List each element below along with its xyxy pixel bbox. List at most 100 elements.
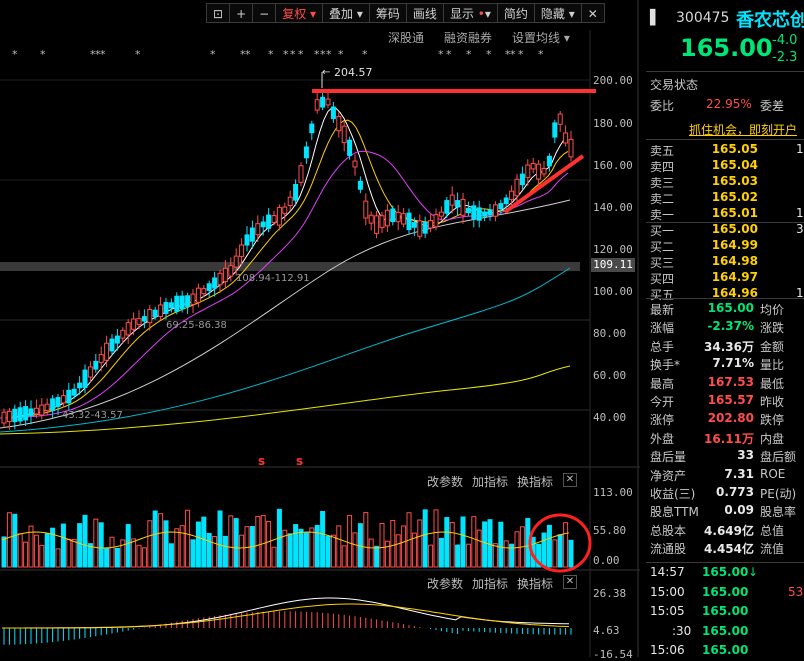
volume-bar: [460, 516, 466, 568]
trade-status-label: 交易状态: [650, 78, 699, 92]
event-markers: * * * * * * * * * * * * * * * * * * * * * * * * * *: [12, 48, 544, 61]
stat-value: 7.31: [724, 466, 754, 481]
candle-body: [109, 338, 115, 352]
edit-params-button[interactable]: 改参数: [427, 475, 464, 489]
event-star: *: [362, 48, 368, 61]
orderbook-row[interactable]: 卖五 165.05 1: [650, 142, 804, 159]
candlesticks: [1, 91, 574, 430]
overlay-dropdown[interactable]: 叠加 ▾: [322, 3, 370, 23]
margin-trading-link[interactable]: 融资融券: [444, 31, 493, 45]
candle-body: [1, 411, 7, 424]
stat-label: 今开: [650, 395, 675, 409]
orderbook-row[interactable]: 买一 165.00 3: [650, 222, 804, 239]
y-tick: 180.00: [593, 117, 633, 130]
kline-chart[interactable]: * * * * * * * * * * * * * * * * * * * * * * * * * * ← s s: [0, 0, 640, 657]
orderbook-row[interactable]: 买四 164.97: [650, 270, 758, 287]
restore-rights-label: 复权: [282, 7, 307, 21]
close-icon[interactable]: ✕: [580, 3, 605, 23]
hk-connect-link[interactable]: 深股通: [388, 31, 425, 45]
orderbook-row[interactable]: 卖二 165.02: [650, 190, 758, 207]
volume-bar: [465, 543, 471, 568]
candle-body: [152, 309, 158, 318]
display-dropdown[interactable]: 显示 •▾: [442, 3, 498, 23]
volume-bar: [471, 516, 477, 568]
orderbook-row[interactable]: 买三 164.98: [650, 254, 758, 271]
candle-body: [449, 194, 455, 206]
event-star: *: [338, 48, 344, 61]
volume-bar: [212, 536, 218, 568]
y-tick: 100.00: [593, 285, 633, 298]
edit-params-button[interactable]: 改参数: [427, 577, 464, 591]
open-account-link[interactable]: 抓住机会，即刻开户: [689, 123, 798, 137]
y-tick: 160.00: [593, 159, 633, 172]
volume-bar: [98, 522, 104, 568]
tick-time: 15:05: [650, 604, 685, 618]
stat-value: 165.00: [707, 301, 754, 315]
candle-body: [482, 211, 488, 217]
tick-price: 165.00: [702, 623, 749, 638]
stat-label-right: 股息率: [760, 505, 797, 520]
event-star: *: [12, 48, 18, 61]
candle-body: [12, 408, 18, 423]
volume-bar: [374, 545, 380, 568]
ma60-line: [0, 199, 571, 429]
candle-body: [98, 354, 104, 363]
volume-bar: [498, 521, 504, 568]
chips-button[interactable]: 筹码: [368, 3, 407, 23]
stock-name: 香农芯创: [736, 10, 804, 31]
orderbook-row[interactable]: 卖一 165.01 1: [650, 206, 804, 223]
event-star: *: [518, 48, 524, 61]
candle-body: [276, 207, 282, 226]
draw-line-button[interactable]: 画线: [405, 3, 444, 23]
volume-bar: [541, 532, 547, 568]
orderbook-level: 买三: [650, 256, 675, 270]
volume-bar: [563, 522, 569, 568]
simple-button[interactable]: 简约: [496, 3, 535, 23]
event-star: *: [314, 48, 320, 61]
hide-dropdown[interactable]: 隐藏 ▾: [533, 3, 582, 23]
stat-label-right: 内盘: [760, 431, 785, 446]
event-star: *: [466, 48, 472, 61]
event-star: *: [40, 48, 46, 61]
event-star: *: [210, 48, 216, 61]
volume-bar: [12, 513, 18, 568]
event-star: *: [290, 48, 296, 61]
y-tick: 200.00: [593, 74, 633, 87]
volume-bar: [428, 544, 434, 568]
crosshair-band: [0, 262, 580, 271]
candle-body: [93, 360, 99, 370]
volume-bar: [190, 539, 196, 568]
close-panel-icon[interactable]: ✕: [563, 575, 577, 589]
change-indicator-button[interactable]: 换指标: [517, 577, 554, 591]
add-indicator-button[interactable]: 加指标: [472, 577, 509, 591]
candle-body: [347, 139, 353, 156]
volume-bar: [482, 521, 488, 568]
change-indicator-button[interactable]: 换指标: [517, 475, 554, 489]
tick-time: 15:06: [650, 643, 685, 657]
stat-label-right: ROE: [760, 466, 786, 481]
stat-label-right: 流值: [760, 542, 785, 557]
close-panel-icon[interactable]: ✕: [563, 473, 577, 487]
add-indicator-button[interactable]: 加指标: [472, 475, 509, 489]
volume-bars: [1, 508, 574, 568]
volume-bar: [438, 537, 444, 568]
orderbook-row[interactable]: 买二 164.99: [650, 238, 758, 255]
volume-bar: [395, 534, 401, 568]
volume-bar: [93, 518, 99, 568]
restore-rights-dropdown[interactable]: 复权 ▾: [275, 3, 324, 23]
event-star: *: [245, 48, 251, 61]
s-marker: s: [258, 454, 265, 468]
highlight-circle: [528, 513, 592, 573]
volume-bar: [17, 533, 23, 568]
stat-row: 总股本 4.649亿 总值: [650, 522, 784, 539]
set-ma-dropdown[interactable]: 设置均线 ▾: [512, 31, 570, 45]
candle-body: [158, 304, 164, 317]
volume-bar: [455, 544, 461, 568]
y-tick: 120.00: [593, 243, 633, 256]
orderbook-row[interactable]: 卖四 165.04: [650, 158, 758, 175]
volume-bar: [411, 532, 417, 568]
candle-body: [163, 302, 169, 314]
candle-body: [530, 162, 536, 170]
orderbook-row[interactable]: 卖三 165.03: [650, 174, 758, 191]
candle-body: [417, 220, 423, 237]
